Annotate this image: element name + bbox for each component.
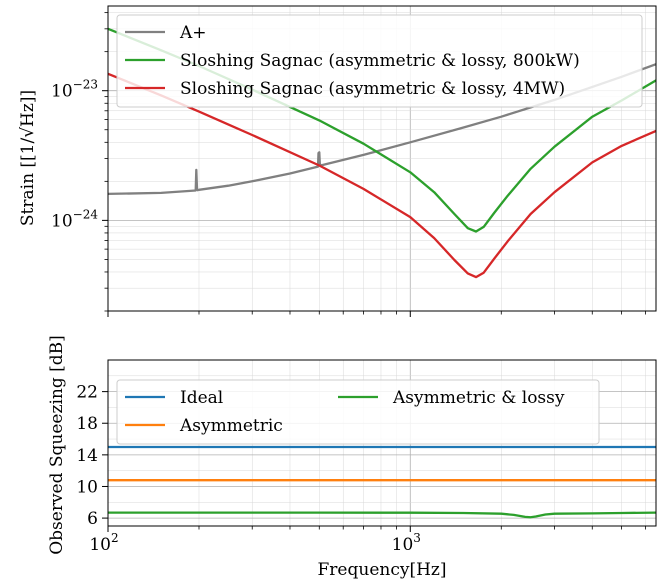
strain-legend-box — [116, 14, 643, 108]
strain-y-tick-base: 10 — [51, 211, 73, 231]
strain-y-tick-label: 10−23 — [51, 78, 98, 102]
strain-legend: A+ Sloshing Sagnac (asymmetric & lossy, 8… — [116, 14, 643, 108]
squeezing-plot-frame — [107, 359, 657, 527]
squeezing-legend-label: Ideal — [180, 388, 223, 408]
frequency-x-tick-exponent: 2 — [111, 531, 119, 545]
strain-y-tick-base: 10 — [51, 82, 73, 102]
frequency-x-tick-label: 103 — [392, 531, 421, 555]
strain-legend-label: Sloshing Sagnac (asymmetric & lossy, 4MW… — [180, 79, 565, 99]
squeezing-series-lines — [108, 445, 657, 519]
squeezing-series-line-2 — [108, 511, 657, 519]
frequency-x-tick-base: 10 — [89, 535, 111, 555]
squeezing-legend: Ideal Asymmetric Asymmetric & lossy — [116, 379, 600, 445]
squeezing-y-axis-label: Observed Squeezing [dB] — [47, 335, 67, 555]
strain-series-line-2 — [107, 72, 657, 279]
squeezing-legend-label: Asymmetric — [179, 416, 283, 436]
strain-legend-label: A+ — [179, 23, 207, 43]
frequency-x-tick-label: 102 — [89, 531, 118, 555]
squeezing-y-tick-label: 6 — [87, 509, 98, 529]
squeezing-y-tick-label: 10 — [76, 477, 98, 497]
frequency-x-axis-label: Frequency[Hz] — [318, 560, 447, 580]
strain-plot-frame — [107, 5, 657, 312]
squeezing-legend-label: Asymmetric & lossy — [392, 388, 565, 408]
frequency-x-tick-exponent: 3 — [413, 531, 421, 545]
strain-y-tick-label: 10−24 — [51, 207, 98, 231]
strain-y-tick-exponent: −23 — [73, 78, 98, 92]
squeezing-y-tick-label: 22 — [76, 383, 98, 403]
squeezing-y-tick-label: 14 — [76, 446, 98, 466]
strain-y-axis-label: Strain [[1/√Hz]] — [18, 90, 38, 226]
squeezing-y-tick-label: 18 — [76, 414, 98, 434]
strain-legend-label: Sloshing Sagnac (asymmetric & lossy, 800… — [180, 51, 580, 71]
frequency-x-tick-base: 10 — [392, 535, 414, 555]
strain-series-line-0 — [107, 63, 657, 196]
strain-y-tick-exponent: −24 — [73, 207, 99, 221]
squeezing-legend-box — [116, 379, 600, 445]
